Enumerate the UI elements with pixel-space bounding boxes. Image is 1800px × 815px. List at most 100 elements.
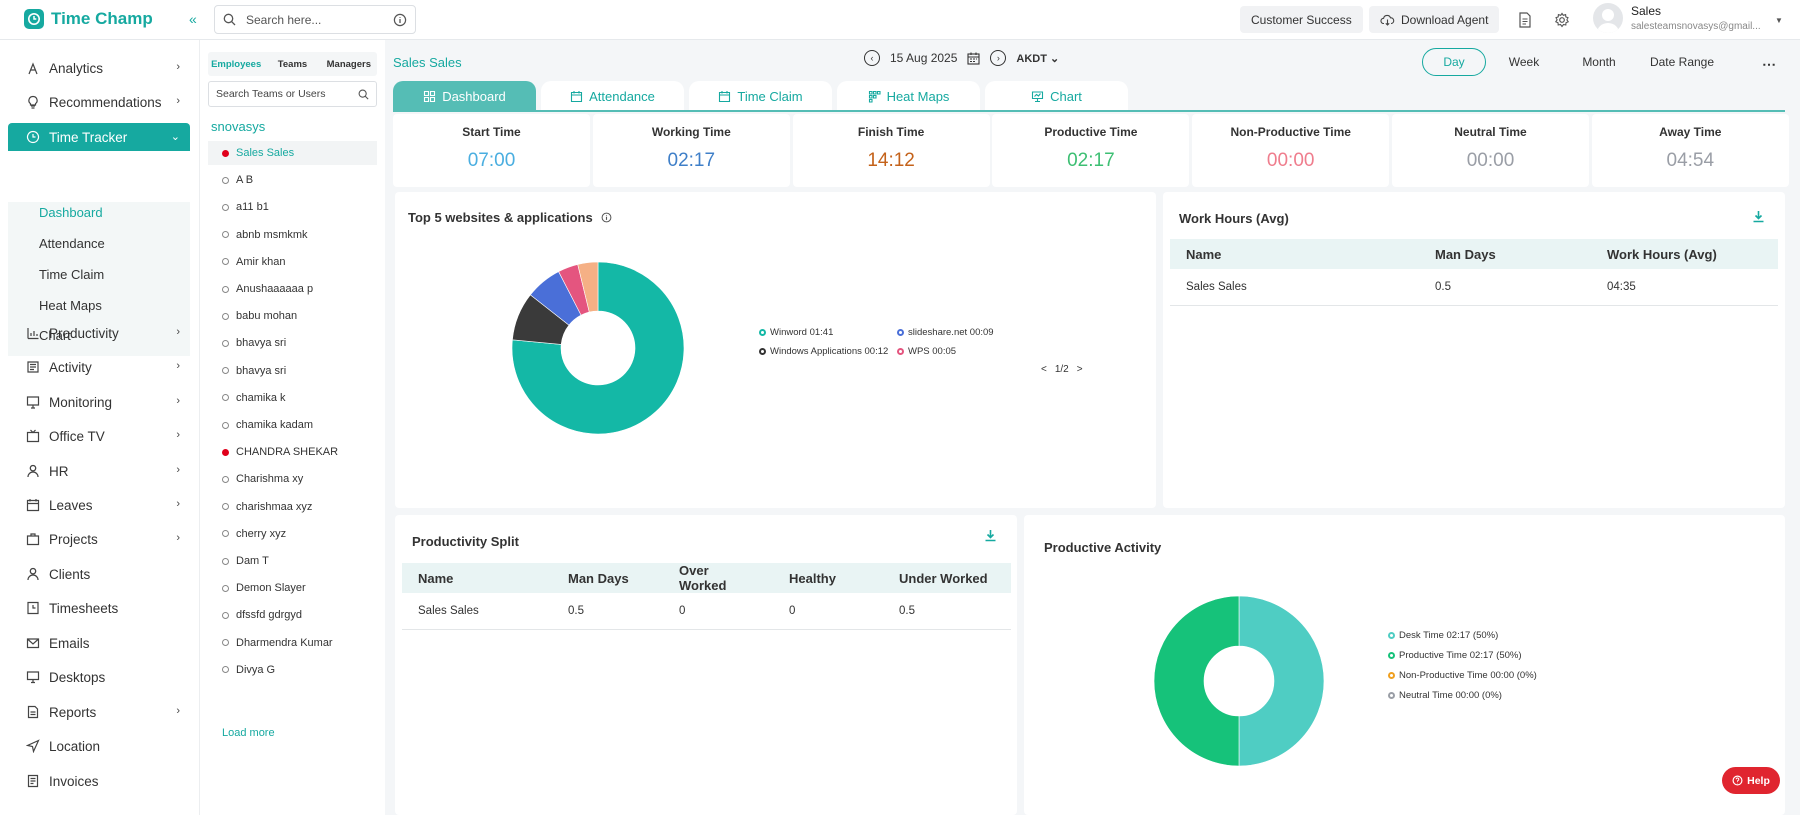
settings-icon[interactable] [1554,12,1570,28]
list-item[interactable]: chamika kadam [208,413,377,437]
legend-item[interactable]: Neutral Time 00:00 (0%) [1388,690,1502,701]
list-item[interactable]: charishmaa xyz [208,495,377,519]
list-item[interactable]: Anushaaaaaa p [208,277,377,301]
submenu-item-attendance[interactable]: Attendance [39,236,105,251]
organization-name[interactable]: snovasys [211,119,266,134]
period-date-range-button[interactable]: Date Range [1649,55,1715,69]
submenu-item-time-claim[interactable]: Time Claim [39,267,105,282]
sidebar-item-desktops[interactable]: Desktops [8,663,190,691]
next-date-icon[interactable]: › [990,50,1007,66]
sidebar-item-clients[interactable]: Clients [8,560,190,588]
download-icon[interactable] [1752,210,1765,223]
list-item[interactable]: Dam T [208,549,377,573]
load-more-link[interactable]: Load more [222,727,275,739]
list-item[interactable]: a11 b1 [208,195,377,219]
sidebar-item-leaves[interactable]: Leaves › [8,491,190,519]
timezone-select[interactable]: AKDT ⌄ [1016,52,1060,65]
download-agent-button[interactable]: Download Agent [1369,6,1500,33]
list-item[interactable]: cherry xyz [208,522,377,546]
user-search-input[interactable]: Search Teams or Users [216,88,326,100]
submenu-item-chart[interactable]: Chart [39,328,71,343]
metric-non-productive-time: Non-Productive Time 00:00 [1192,114,1390,187]
previous-date-icon[interactable]: ‹ [864,50,880,66]
table-cell: 0 [773,593,883,630]
collapse-sidebar-icon[interactable]: « [189,11,197,27]
document-icon[interactable] [1518,12,1532,28]
calendar-icon [719,90,731,102]
legend-item[interactable]: Windows Applications 00:12 [759,346,888,357]
list-item[interactable]: Sales Sales [208,141,377,165]
more-options-icon[interactable]: ⋯ [1762,56,1777,72]
list-item[interactable]: A B [208,168,377,192]
legend-item[interactable]: slideshare.net 00:09 [897,327,994,338]
global-search[interactable]: Search here... [214,5,416,34]
app-logo[interactable]: Time Champ [24,9,153,29]
list-item[interactable]: Charishma xy [208,467,377,491]
pager-next-icon[interactable]: > [1076,364,1083,375]
legend-item[interactable]: Productive Time 02:17 (50%) [1388,650,1522,661]
period-day-button[interactable]: Day [1422,48,1486,76]
sidebar-item-monitoring[interactable]: Monitoring › [8,388,190,416]
info-icon[interactable] [601,212,612,223]
list-item[interactable]: Demon Slayer [208,576,377,600]
list-item[interactable]: CHANDRA SHEKAR [208,440,377,464]
user-search[interactable]: Search Teams or Users [208,81,377,107]
list-item[interactable]: Dharmendra Kumar [208,631,377,655]
slice-winword[interactable] [512,262,685,435]
list-item[interactable]: dfssfd gdrgyd [208,603,377,627]
tab-managers[interactable]: Managers [326,58,371,70]
sidebar-item-productivity[interactable]: Productivity › [8,319,190,347]
period-week-button[interactable]: Week [1508,55,1540,69]
sidebar-item-recommendations[interactable]: Recommendations › [8,88,190,116]
legend-item[interactable]: Desk Time 02:17 (50%) [1388,630,1498,641]
status-dot [222,258,229,266]
legend-item[interactable]: Winword 01:41 [759,327,833,338]
tab-time-claim[interactable]: Time Claim [689,81,832,111]
current-date[interactable]: 15 Aug 2025 [890,51,958,65]
sidebar-item-hr[interactable]: HR › [8,457,190,485]
sidebar-item-location[interactable]: Location [8,732,190,760]
tab-chart[interactable]: Chart [985,81,1128,111]
sidebar-item-reports[interactable]: Reports › [8,698,190,726]
download-icon[interactable] [984,529,997,542]
sidebar-item-timesheets[interactable]: Timesheets [8,594,190,622]
sidebar-item-emails[interactable]: Emails [8,629,190,657]
pager-prev-icon[interactable]: < [1041,364,1047,375]
legend-item[interactable]: WPS 00:05 [897,346,956,357]
sidebar-item-analytics[interactable]: Analytics › [8,54,190,82]
search-input[interactable]: Search here... [246,12,322,27]
tab-dashboard[interactable]: Dashboard [393,81,536,111]
status-dot [222,557,229,565]
help-button[interactable]: Help [1722,767,1780,794]
period-month-button[interactable]: Month [1582,55,1616,69]
productivity-split-table: Name Man Days Over Worked Healthy Under … [402,563,1011,630]
list-item[interactable]: babu mohan [208,304,377,328]
user-menu[interactable]: Sales salesteamsnovasys@gmail... ▼ [1593,3,1783,33]
sidebar-item-activity[interactable]: Activity › [8,353,190,381]
submenu-item-heat-maps[interactable]: Heat Maps [39,298,102,313]
tab-attendance[interactable]: Attendance [541,81,684,111]
work-hours-title: Work Hours (Avg) [1179,211,1289,226]
tab-employees[interactable]: Employees [211,58,262,70]
sidebar-item-time-tracker[interactable]: Time Tracker ⌄ [8,123,190,151]
calendar-icon[interactable] [967,52,980,65]
info-icon[interactable] [393,13,407,27]
legend-item[interactable]: Non-Productive Time 00:00 (0%) [1388,670,1537,681]
sidebar-item-projects[interactable]: Projects › [8,525,190,553]
submenu-item-dashboard[interactable]: Dashboard [39,205,103,220]
sidebar-item-office-tv[interactable]: Office TV › [8,422,190,450]
chevron-down-icon[interactable]: ▼ [1775,16,1783,25]
list-item[interactable]: Amir khan [208,250,377,274]
list-item[interactable]: bhavya sri [208,331,377,355]
user-name: A B [236,174,254,187]
tab-teams[interactable]: Teams [277,58,308,70]
tab-heat-maps[interactable]: Heat Maps [837,81,980,111]
list-item[interactable]: Divya G [208,658,377,682]
list-item[interactable]: abnb msmkmk [208,223,377,247]
customer-success-button[interactable]: Customer Success [1240,6,1363,33]
download-agent-label: Download Agent [1401,12,1489,27]
user-name: babu mohan [236,310,298,323]
sidebar-item-invoices[interactable]: Invoices [8,767,190,795]
list-item[interactable]: bhavya sri [208,359,377,383]
list-item[interactable]: chamika k [208,386,377,410]
